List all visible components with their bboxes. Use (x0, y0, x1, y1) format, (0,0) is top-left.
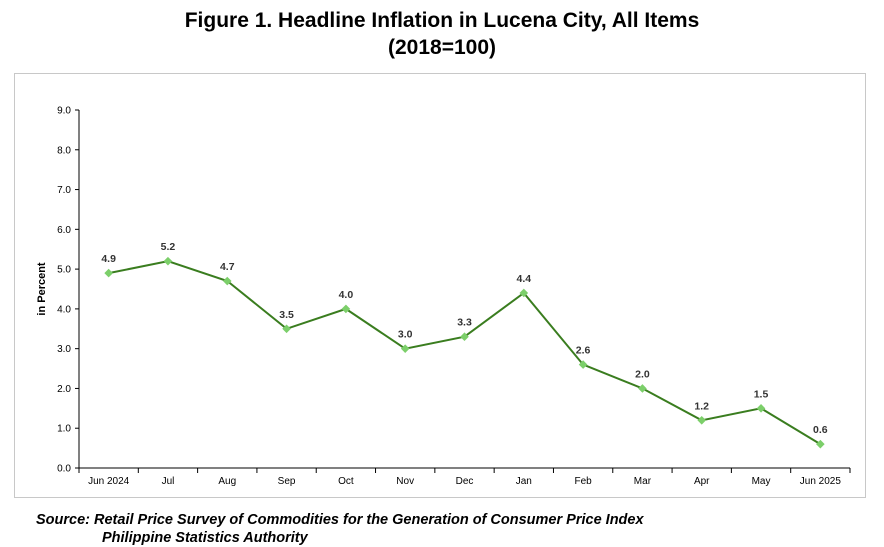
x-tick-label: Aug (218, 476, 236, 487)
y-tick-label: 1.0 (57, 424, 71, 435)
source-agency: Philippine Statistics Authority (102, 530, 308, 546)
y-tick-label: 6.0 (57, 225, 71, 236)
y-tick-label: 7.0 (57, 185, 71, 196)
data-point (816, 439, 825, 449)
x-tick-label: Oct (338, 476, 354, 487)
y-axis-label: in Percent (36, 262, 48, 316)
data-label: 4.4 (517, 273, 532, 285)
data-label: 5.2 (161, 241, 176, 253)
y-tick-label: 8.0 (57, 145, 71, 156)
y-tick-label: 5.0 (57, 265, 71, 276)
data-point (282, 324, 291, 334)
y-tick-label: 2.0 (57, 384, 71, 395)
data-label: 3.3 (457, 317, 472, 329)
data-point (638, 384, 647, 393)
data-label: 2.6 (576, 345, 591, 357)
x-tick-label: Sep (278, 476, 296, 487)
x-tick-label: Nov (396, 476, 414, 487)
y-tick-label: 9.0 (57, 106, 71, 117)
data-label: 4.9 (101, 253, 116, 265)
data-point (578, 360, 588, 369)
data-point (756, 404, 766, 413)
chart-frame (14, 73, 866, 498)
data-point (519, 288, 529, 298)
x-tick-label: Mar (634, 476, 652, 487)
source-note: Source: Retail Price Survey of Commoditi… (36, 511, 644, 547)
series-line (108, 260, 821, 445)
data-point (341, 304, 351, 314)
data-point (460, 332, 469, 342)
data-label: 1.5 (754, 388, 769, 400)
y-tick-label: 0.0 (57, 464, 71, 475)
data-label: 4.7 (220, 261, 235, 273)
x-tick-label: Feb (574, 476, 592, 487)
x-tick-label: May (752, 476, 771, 487)
data-label: 0.6 (813, 424, 828, 436)
data-label: 3.0 (398, 329, 413, 341)
data-point (400, 344, 410, 353)
data-point (697, 415, 707, 425)
x-tick-label: Jan (516, 476, 532, 487)
data-point (104, 268, 113, 278)
y-tick-label: 3.0 (57, 344, 71, 355)
source-text: Source: Retail Price Survey of Commoditi… (36, 512, 644, 528)
x-tick-label: Jun 2024 (88, 476, 130, 487)
data-point (222, 276, 232, 286)
data-label: 3.5 (279, 309, 294, 321)
x-tick-label: Jun 2025 (800, 476, 842, 487)
data-label: 4.0 (339, 289, 354, 301)
x-tick-label: Dec (456, 476, 474, 487)
x-tick-label: Apr (694, 476, 710, 487)
data-label: 2.0 (635, 368, 650, 380)
chart-subtitle: (2018=100) (387, 36, 496, 59)
y-tick-label: 4.0 (57, 304, 71, 315)
chart-title: Figure 1. Headline Inflation in Lucena C… (184, 9, 700, 32)
x-tick-label: Jul (162, 476, 175, 487)
data-label: 1.2 (694, 400, 709, 412)
data-point (163, 256, 173, 266)
